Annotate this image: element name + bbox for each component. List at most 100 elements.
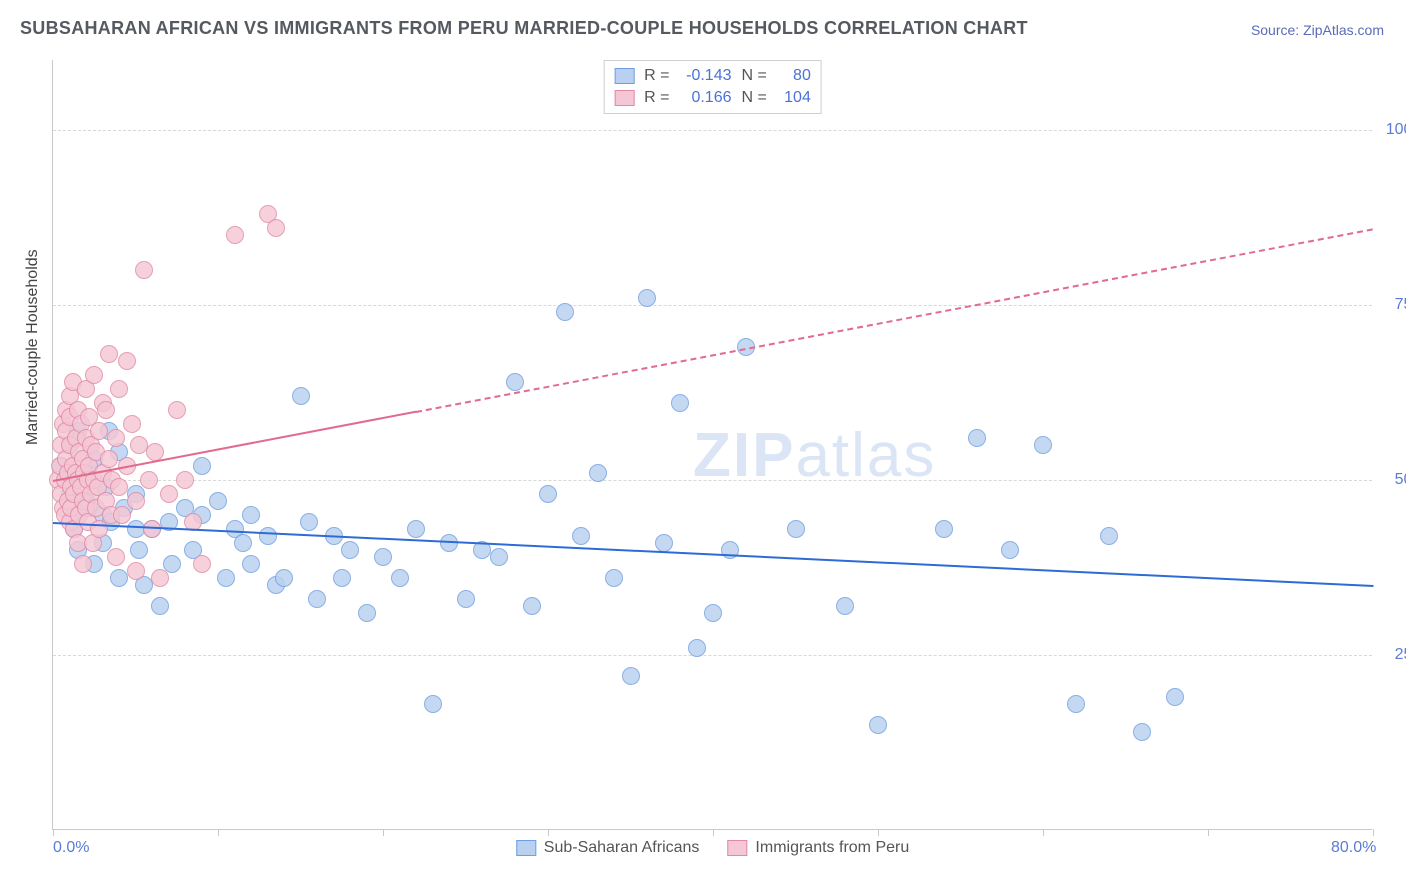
scatter-point [242,506,260,524]
scatter-point [193,555,211,573]
scatter-point [90,422,108,440]
scatter-point [292,387,310,405]
scatter-point [1100,527,1118,545]
scatter-point [275,569,293,587]
legend-item-label: Immigrants from Peru [755,839,909,857]
scatter-point [589,464,607,482]
source-attribution: Source: ZipAtlas.com [1251,22,1384,38]
scatter-point [226,226,244,244]
y-axis-label: Married-couple Households [24,249,42,445]
legend-item-label: Sub-Saharan Africans [544,839,700,857]
trend-line [416,228,1373,413]
scatter-point [638,289,656,307]
x-tick [383,829,384,836]
scatter-point [333,569,351,587]
scatter-point [168,401,186,419]
scatter-point [935,520,953,538]
x-tick [1043,829,1044,836]
scatter-point [968,429,986,447]
scatter-point [556,303,574,321]
scatter-point [407,520,425,538]
scatter-point [107,548,125,566]
scatter-point [787,520,805,538]
y-tick-label: 100.0% [1380,121,1406,139]
x-tick [548,829,549,836]
scatter-point [259,527,277,545]
scatter-point [123,415,141,433]
legend-swatch-icon [727,840,747,856]
scatter-point [869,716,887,734]
legend-row-series-1: R = -0.143 N = 80 [614,65,811,87]
legend-n-label: N = [742,65,767,87]
scatter-point [74,555,92,573]
scatter-point [391,569,409,587]
legend-swatch-icon [516,840,536,856]
scatter-point [374,548,392,566]
x-tick [1208,829,1209,836]
scatter-point [110,569,128,587]
scatter-point [655,534,673,552]
scatter-point [140,471,158,489]
scatter-point [688,639,706,657]
scatter-point [127,562,145,580]
scatter-point [341,541,359,559]
scatter-point [267,219,285,237]
chart-title: SUBSAHARAN AFRICAN VS IMMIGRANTS FROM PE… [20,18,1028,39]
gridline [53,480,1372,481]
legend-swatch-icon [614,90,634,106]
scatter-point [1034,436,1052,454]
scatter-point [572,527,590,545]
scatter-point [160,485,178,503]
scatter-point [308,590,326,608]
scatter-point [1166,688,1184,706]
scatter-point [457,590,475,608]
x-tick [53,829,54,836]
legend-n-label: N = [742,87,767,109]
scatter-point [1001,541,1019,559]
scatter-point [110,380,128,398]
scatter-point [130,436,148,454]
scatter-point [424,695,442,713]
x-tick [218,829,219,836]
series-legend: Sub-Saharan Africans Immigrants from Per… [516,839,909,857]
scatter-point [135,261,153,279]
scatter-point [100,345,118,363]
legend-item-series-1: Sub-Saharan Africans [516,839,700,857]
scatter-point [97,401,115,419]
scatter-point [704,604,722,622]
y-tick-label: 50.0% [1380,471,1406,489]
scatter-point [506,373,524,391]
legend-item-series-2: Immigrants from Peru [727,839,909,857]
scatter-point [234,534,252,552]
scatter-point [836,597,854,615]
scatter-point [130,541,148,559]
legend-n-value: 104 [777,87,811,109]
scatter-point [358,604,376,622]
legend-r-label: R = [644,65,669,87]
scatter-point [671,394,689,412]
x-tick [878,829,879,836]
scatter-point [539,485,557,503]
scatter-point [209,492,227,510]
scatter-point [100,450,118,468]
scatter-point [300,513,318,531]
x-tick-label: 80.0% [1331,839,1376,857]
legend-n-value: 80 [777,65,811,87]
correlation-legend: R = -0.143 N = 80 R = 0.166 N = 104 [603,60,822,114]
scatter-point [490,548,508,566]
scatter-point [176,471,194,489]
scatter-point [523,597,541,615]
scatter-point [110,478,128,496]
gridline [53,305,1372,306]
scatter-point [127,492,145,510]
scatter-point [151,597,169,615]
scatter-point [85,366,103,384]
legend-row-series-2: R = 0.166 N = 104 [614,87,811,109]
x-tick [713,829,714,836]
legend-r-value: -0.143 [680,65,732,87]
legend-swatch-icon [614,68,634,84]
legend-r-value: 0.166 [680,87,732,109]
scatter-point [242,555,260,573]
scatter-point [1067,695,1085,713]
gridline [53,130,1372,131]
